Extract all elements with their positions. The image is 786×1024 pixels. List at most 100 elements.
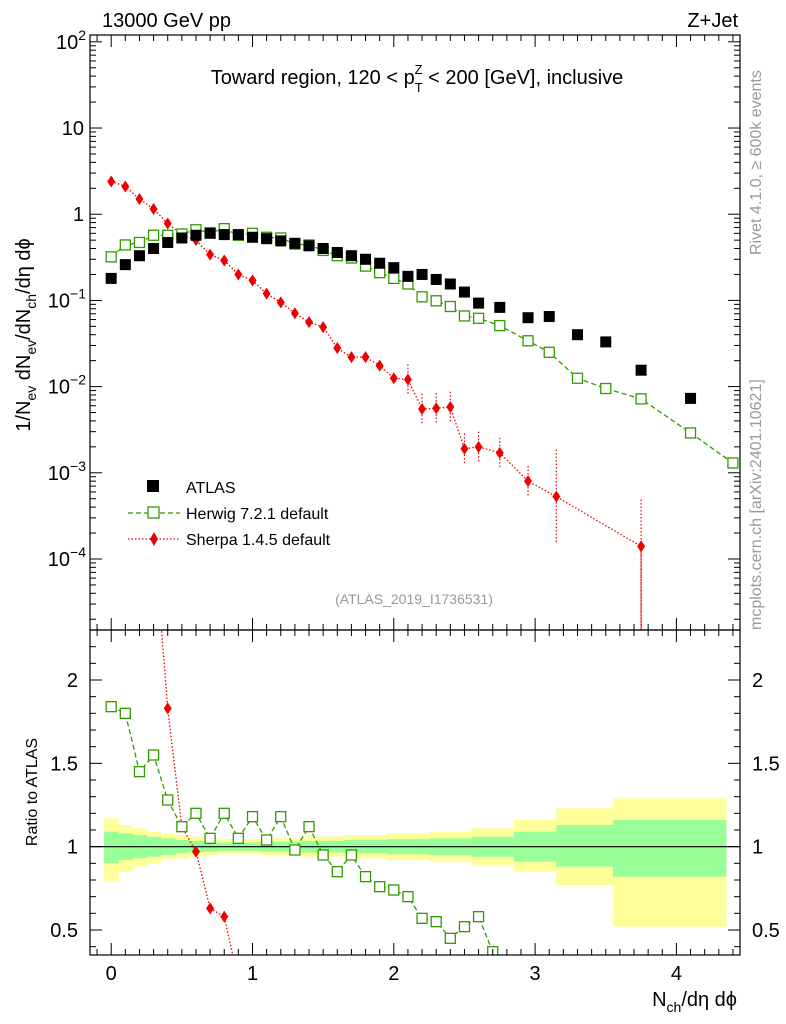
x-tick-label: 0 [106, 963, 117, 985]
sherpa-point [206, 248, 215, 261]
herwig-point [472, 312, 485, 324]
plot-title: Toward region, 120 < pTZ < 200 [GeV], in… [211, 62, 624, 95]
rivet-version-label: Rivet 4.1.0, ≥ 600k events [748, 70, 765, 255]
atlas-point [600, 336, 612, 348]
y-axis-label: 1/Nev dNev/dNch/dη dϕ [13, 238, 39, 431]
ratio-sherpa-point [206, 902, 215, 915]
sherpa-point [361, 351, 370, 364]
sherpa-point [248, 274, 257, 287]
sherpa-point [234, 268, 243, 281]
ratio-y-tick-label: 0.5 [50, 920, 78, 942]
atlas-point [458, 286, 470, 298]
atlas-point [374, 257, 386, 269]
herwig-point [522, 335, 534, 347]
ratio-y-axis-label: Ratio to ATLAS [24, 738, 41, 846]
sherpa-point [375, 359, 384, 372]
legend-marker-herwig [147, 506, 160, 519]
herwig-point [444, 300, 456, 313]
y-tick-label: 1 [73, 204, 84, 226]
ratio-plot-frame [89, 629, 741, 956]
atlas-point [494, 301, 506, 313]
ratio-sherpa-point [220, 910, 229, 923]
herwig-line [110, 227, 734, 464]
ratio-herwig-point [317, 849, 329, 861]
legend-marker-atlas [147, 480, 159, 492]
ratio-herwig-point [147, 749, 160, 761]
ratio-herwig-point [190, 807, 202, 819]
herwig-point [430, 295, 442, 307]
ratio-herwig-point [374, 881, 386, 893]
herwig-point [635, 393, 647, 405]
ratio-herwig-point [218, 807, 230, 819]
sherpa-point [149, 202, 158, 215]
atlas-point [430, 273, 442, 285]
herwig-point [571, 372, 584, 384]
atlas-point [543, 311, 555, 323]
ratio-herwig-point [331, 866, 343, 878]
herwig-point [416, 291, 428, 303]
sherpa-point [276, 296, 285, 309]
sherpa-point [290, 307, 299, 320]
atlas-point [289, 237, 301, 249]
sherpa-point [418, 402, 427, 415]
sherpa-point [319, 321, 328, 334]
sherpa-point [163, 217, 172, 230]
sherpa-point [262, 287, 271, 300]
ratio-sherpa-point [191, 845, 200, 858]
sherpa-point [107, 175, 116, 188]
herwig-point [543, 346, 555, 358]
legend-label-herwig: Herwig 7.2.1 default [186, 506, 329, 523]
ratio-band-inner [556, 825, 614, 867]
legend-marker-sherpa [150, 532, 158, 546]
ratio-sherpa-line [160, 630, 234, 955]
header-process-label: Z+Jet [687, 10, 738, 32]
atlas-point [388, 262, 400, 274]
x-tick-label: 1 [247, 963, 258, 985]
ratio-herwig-point [388, 884, 400, 896]
sherpa-point [305, 316, 314, 329]
analysis-id-label: (ATLAS_2019_I1736531) [335, 591, 493, 607]
ratio-herwig-point [176, 821, 188, 833]
ratio-y-tick-label: 1 [67, 837, 78, 859]
ratio-panel: 0 1 2 3 4 2 2 1.5 1.5 1 1 0.5 0.5 Ratio to ATLAS [24, 629, 780, 985]
atlas-point [685, 392, 697, 404]
sherpa-point [495, 446, 504, 459]
herwig-point [600, 382, 612, 395]
ratio-herwig-point [275, 811, 287, 823]
ratio-herwig-point [204, 832, 216, 844]
ratio-herwig-point [416, 912, 428, 924]
ratio-herwig-point [105, 701, 117, 713]
ratio-herwig-point [246, 811, 259, 823]
atlas-point [247, 231, 258, 243]
herwig-point [105, 251, 117, 263]
x-tick-label: 2 [388, 963, 399, 985]
atlas-point [317, 243, 329, 255]
atlas-point [473, 297, 485, 309]
ratio-y-tick-label-right: 1 [752, 837, 763, 859]
ratio-herwig-point [133, 766, 146, 778]
ratio-herwig-point [458, 921, 471, 933]
atlas-point [331, 246, 343, 258]
ratio-herwig-point [345, 849, 358, 861]
ratio-y-tick-label-right: 2 [752, 670, 763, 692]
sherpa-point [460, 442, 469, 455]
y-tick-label: 10−3 [48, 458, 86, 485]
atlas-point [303, 240, 315, 252]
atlas-point [162, 236, 174, 248]
atlas-point [190, 229, 202, 241]
x-tick-label: 3 [530, 963, 541, 985]
atlas-point [635, 364, 647, 376]
sherpa-point [474, 440, 483, 453]
y-tick-label: 102 [56, 27, 86, 54]
atlas-point [133, 250, 145, 262]
herwig-point [684, 427, 697, 439]
ratio-herwig-point [444, 932, 456, 944]
x-axis-label: Nch/dη dϕ [652, 989, 737, 1015]
y-tick-label: 10−4 [48, 544, 86, 571]
main-panel: 102 10 1 10−1 10−2 10−3 10−4 Toward region, 12… [13, 27, 741, 631]
sherpa-line [110, 180, 642, 630]
herwig-point [147, 229, 160, 241]
sherpa-point [552, 490, 561, 503]
ratio-herwig-point [119, 707, 131, 719]
